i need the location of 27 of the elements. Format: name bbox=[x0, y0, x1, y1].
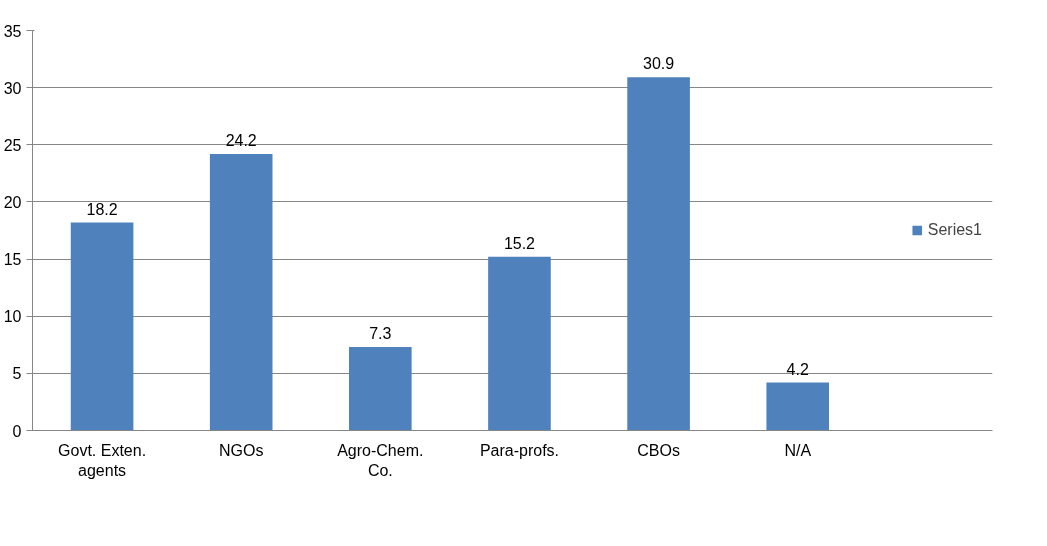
x-tick-label: N/A bbox=[784, 441, 812, 459]
data-label: 24.2 bbox=[225, 131, 257, 149]
y-tick-label: 20 bbox=[3, 193, 22, 211]
data-label: 18.2 bbox=[86, 200, 118, 218]
y-tick-label: 25 bbox=[3, 136, 22, 154]
y-tick-label: 15 bbox=[3, 251, 22, 269]
bar bbox=[627, 77, 690, 431]
bar bbox=[349, 347, 412, 431]
bar bbox=[209, 153, 273, 431]
data-label: 30.9 bbox=[643, 55, 675, 73]
bar bbox=[766, 382, 830, 431]
legend-label: Series1 bbox=[927, 221, 982, 239]
bar bbox=[488, 256, 551, 431]
x-tick-label: CBOs bbox=[637, 441, 680, 459]
x-tick-label: Para-profs. bbox=[479, 441, 560, 459]
y-tick-label: 5 bbox=[12, 365, 22, 383]
y-tick-label: 35 bbox=[3, 22, 22, 40]
data-label: 7.3 bbox=[369, 325, 392, 343]
data-label: 15.2 bbox=[503, 234, 536, 252]
x-tick-label: NGOs bbox=[218, 441, 264, 459]
x-tick-label: Agro-Chem. Co. bbox=[337, 441, 424, 479]
data-label: 4.2 bbox=[786, 360, 809, 378]
y-tick-label: 0 bbox=[12, 422, 22, 440]
y-tick-label: 30 bbox=[3, 79, 22, 97]
y-tick-label: 10 bbox=[3, 308, 22, 326]
bar bbox=[70, 222, 134, 431]
x-tick-label: Govt. Exten. agents bbox=[58, 441, 147, 479]
